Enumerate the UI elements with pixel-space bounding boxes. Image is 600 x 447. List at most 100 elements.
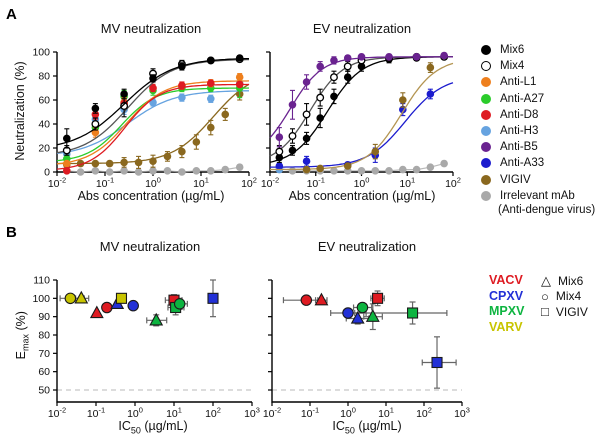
anti-a33-marker-icon: [481, 158, 491, 169]
svg-text:103: 103: [454, 406, 470, 421]
chart-B-3: 10-2 10-1 100 101 102 103: [263, 279, 470, 421]
svg-text:0: 0: [44, 167, 50, 179]
svg-text:102: 102: [241, 176, 257, 191]
svg-text:10-1: 10-1: [301, 406, 319, 421]
legend-panel-b-groups: △ Mix6 ○ Mix4 □ VIGIV: [541, 273, 588, 320]
legend-group-mix4: ○ Mix4: [541, 289, 588, 305]
panel-a-label: A: [6, 6, 17, 23]
legend-item-mix4: Mix4: [481, 58, 595, 74]
svg-text:50: 50: [38, 385, 50, 397]
mix6-marker-icon: [481, 45, 491, 56]
irrelevant-marker-icon: [481, 190, 491, 201]
legend-label: Anti-B5: [500, 141, 538, 154]
legend-mpxv: MPXV: [489, 304, 525, 318]
ic50-sub: 50: [344, 425, 355, 436]
triangle-icon: △: [541, 272, 551, 288]
svg-text:102: 102: [445, 176, 461, 191]
y-axis-label-b: Emax (%): [14, 255, 31, 415]
x-axis-label-a-mv: Abs concentration (µg/mL): [77, 189, 225, 203]
legend-panel-a: Mix6 Mix4 Anti-L1 Anti-A27 Anti-D8 Anti-…: [481, 42, 595, 216]
legend-label: Anti-D8: [500, 108, 539, 121]
svg-text:10-2: 10-2: [48, 406, 66, 421]
vigiv-marker-icon: [481, 174, 491, 185]
legend-item-irrelevant: Irrelevant mAb: [481, 188, 595, 204]
chart-B-2: 10-2 10-1 100 101 102 103 50 60 70 80 90 100 110: [32, 275, 259, 421]
chart-A-0: 10-2 10-1 100 101 102 0 20 40 60 80 100: [32, 47, 256, 191]
svg-text:101: 101: [399, 176, 415, 191]
title-a-mv: MV neutralization: [100, 21, 202, 36]
legend-item-anti-a33: Anti-A33: [481, 155, 595, 171]
legend-item-vigiv: VIGIV: [481, 172, 595, 188]
ic50-post: (µg/mL): [354, 419, 402, 433]
svg-text:10-1: 10-1: [87, 406, 105, 421]
svg-text:10-2: 10-2: [263, 406, 281, 421]
svg-text:20: 20: [38, 143, 50, 155]
anti-a27-marker-icon: [481, 93, 491, 104]
y-axis-label-a: Neutralization (%): [13, 61, 27, 161]
anti-h3-marker-icon: [481, 126, 491, 137]
legend-item-anti-d8: Anti-D8: [481, 107, 595, 123]
legend-cpxv: CPXV: [489, 288, 524, 303]
emax-post: (%): [13, 311, 28, 335]
svg-text:100: 100: [354, 176, 370, 191]
svg-text:102: 102: [416, 406, 432, 421]
legend-item-anti-a27: Anti-A27: [481, 91, 595, 107]
legend-panel-b-viruses: VACV CPXV MPXV VARV: [489, 273, 524, 335]
legend-label: VIGIV: [500, 173, 531, 186]
legend-label: Anti-H3: [500, 125, 539, 138]
svg-text:10-2: 10-2: [261, 176, 279, 191]
svg-text:40: 40: [38, 119, 50, 131]
panel-b-label: B: [6, 224, 17, 241]
x-axis-label-b-ev: IC50 (µg/mL): [267, 419, 467, 436]
svg-text:100: 100: [145, 176, 161, 191]
legend-label: VIGIV: [555, 304, 588, 319]
title-a-ev: EV neutralization: [312, 21, 412, 36]
svg-text:60: 60: [38, 366, 50, 378]
svg-text:70: 70: [38, 348, 50, 360]
title-b-mv: MV neutralization: [99, 239, 201, 254]
legend-item-mix6: Mix6: [481, 42, 595, 58]
square-icon: □: [541, 304, 549, 320]
svg-text:101: 101: [378, 406, 394, 421]
emax-pre: E: [13, 351, 28, 360]
legend-vacv: VACV: [489, 273, 523, 287]
anti-l1-marker-icon: [481, 77, 491, 88]
svg-text:60: 60: [38, 95, 50, 107]
svg-text:101: 101: [166, 406, 182, 421]
legend-label: Mix4: [500, 60, 525, 73]
legend-item-irrelevant-line2: (Anti-dengue virus): [498, 203, 596, 216]
svg-text:101: 101: [193, 176, 209, 191]
legend-item-anti-b5: Anti-B5: [481, 139, 595, 155]
title-b-ev: EV neutralization: [317, 239, 417, 254]
circle-icon: ○: [541, 288, 549, 304]
ic50-sub: 50: [130, 425, 141, 436]
x-axis-label-b-mv: IC50 (µg/mL): [55, 419, 251, 436]
ic50-post: (µg/mL): [140, 419, 188, 433]
legend-label: Mix6: [500, 44, 525, 57]
svg-text:80: 80: [38, 71, 50, 83]
svg-text:80: 80: [38, 330, 50, 342]
legend-label: Anti-A33: [500, 157, 545, 170]
svg-text:102: 102: [205, 406, 221, 421]
legend-varv: VARV: [489, 319, 523, 334]
anti-b5-marker-icon: [481, 142, 491, 153]
anti-d8-marker-icon: [481, 109, 491, 120]
mix4-marker-icon: [481, 61, 491, 72]
svg-text:10-1: 10-1: [96, 176, 114, 191]
svg-text:10-2: 10-2: [48, 176, 66, 191]
svg-text:100: 100: [127, 406, 143, 421]
svg-text:103: 103: [244, 406, 260, 421]
svg-text:100: 100: [340, 406, 356, 421]
legend-item-anti-l1: Anti-L1: [481, 74, 595, 90]
svg-text:10-1: 10-1: [307, 176, 325, 191]
svg-text:100: 100: [32, 293, 50, 305]
legend-label: Anti-A27: [500, 92, 545, 105]
legend-label: Mix6: [558, 273, 584, 288]
legend-label: Anti-L1: [500, 76, 537, 89]
ic50-pre: IC: [118, 419, 131, 433]
x-axis-label-a-ev: Abs concentration (µg/mL): [288, 189, 436, 203]
ic50-pre: IC: [332, 419, 345, 433]
legend-label: Irrelevant mAb: [500, 189, 575, 202]
